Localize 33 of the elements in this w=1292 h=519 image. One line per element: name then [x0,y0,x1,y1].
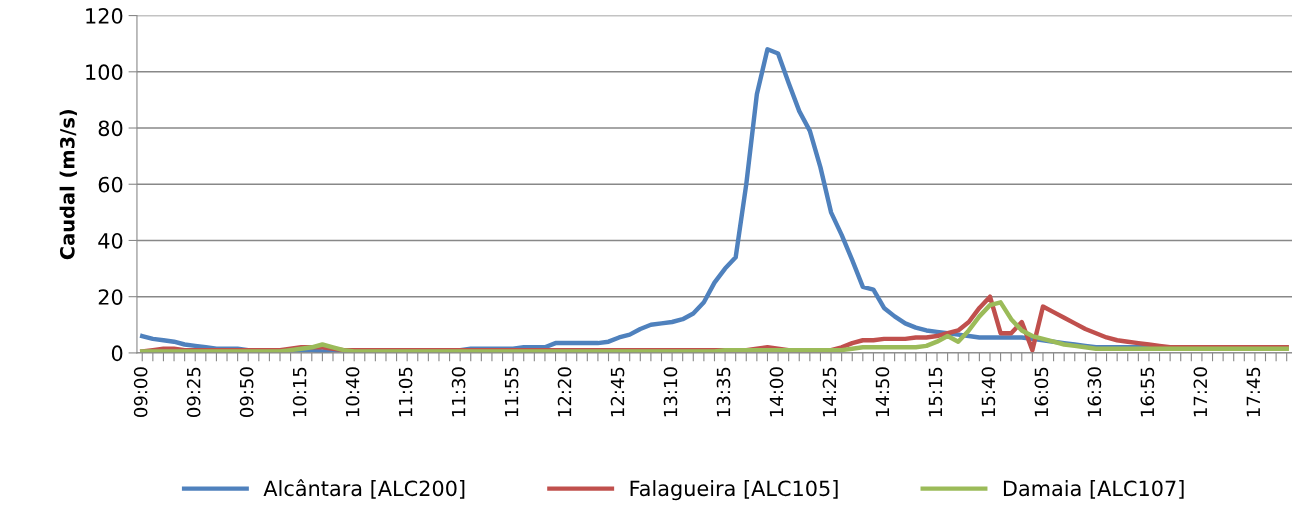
x-tick-label: 14:00 [769,367,784,417]
x-tick-label: 11:55 [504,367,519,417]
x-tick-label: 12:45 [610,367,625,417]
x-tick-label: 10:40 [345,367,360,417]
y-tick-label: 100 [86,64,123,81]
x-tick-label: 09:00 [133,367,148,417]
legend-label: Falagueira [ALC105] [630,480,838,501]
x-tick-label: 10:15 [292,367,307,417]
y-tick-label: 60 [98,176,123,193]
x-tick-label: 12:20 [557,367,572,417]
legend-label: Damaia [ALC107] [1003,480,1184,499]
x-tick-label: 16:05 [1034,367,1049,417]
x-tick-label: 11:05 [398,367,413,417]
x-tick-label: 13:35 [716,367,731,417]
x-tick-label: 14:25 [822,367,837,417]
x-tick-label: 17:20 [1193,367,1208,417]
x-tick-label: 16:30 [1087,367,1102,417]
x-tick-label: 16:55 [1140,367,1155,417]
y-tick-label: 20 [98,289,123,305]
x-tick-label: 17:45 [1246,367,1261,417]
y-tick-label: 80 [98,120,123,137]
y-tick-label: 0 [111,345,123,362]
x-tick-label: 09:25 [186,367,201,417]
x-tick-label: 11:30 [451,367,466,417]
x-tick-label: 14:50 [875,367,890,417]
x-tick-label: 09:50 [239,367,254,417]
x-tick-label: 13:10 [663,367,678,417]
legend-label: Alcântara [ALC200] [263,479,465,499]
x-tick-label: 15:40 [981,367,996,417]
y-tick-label: 40 [98,232,123,249]
y-axis-title: Caudal (m3/s) [59,109,77,260]
y-tick-label: 120 [86,8,123,24]
x-tick-label: 15:15 [928,367,943,417]
